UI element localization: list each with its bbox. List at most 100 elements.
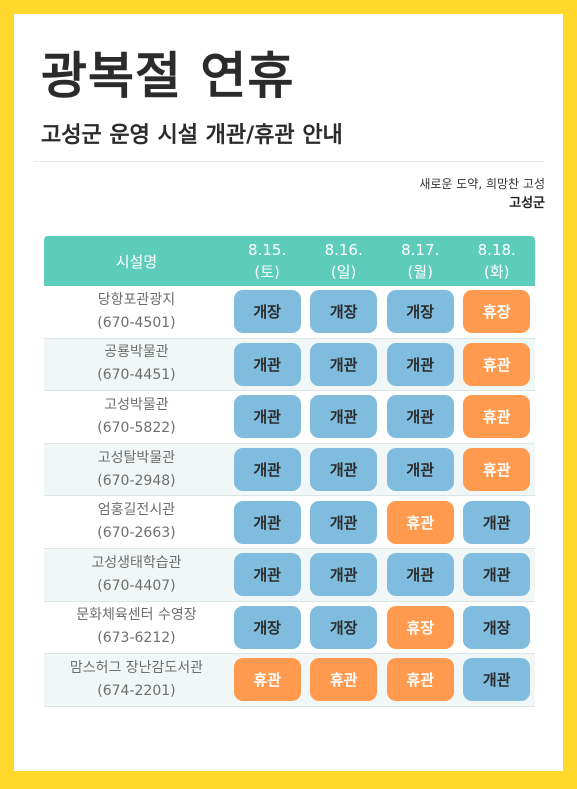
status-cell: 개관: [305, 553, 382, 597]
open-status-badge: 개관: [386, 448, 454, 492]
status-cell: 개관: [382, 448, 459, 492]
open-status-badge: 개장: [463, 605, 531, 649]
facility-phone: (670-4407): [97, 577, 176, 594]
table-row: 공룡박물관 (670-4451) 개관 개관 개관 휴관: [44, 338, 535, 392]
facility-info: 엄홍길전시관 (670-2663): [44, 499, 229, 545]
facility-info: 고성박물관 (670-5822): [44, 394, 229, 440]
facility-name: 공룡박물관: [104, 344, 169, 361]
closed-status-badge: 휴관: [463, 448, 531, 492]
facility-phone: (670-2663): [97, 525, 176, 542]
table-row: 당항포관광지 (670-4501) 개장 개장 개장 휴장: [44, 286, 535, 339]
status-cell: 휴관: [458, 395, 535, 439]
status-cell: 개관: [382, 395, 459, 439]
open-status-badge: 개장: [233, 290, 301, 334]
status-cell: 개관: [305, 395, 382, 439]
status-cell: 휴관: [458, 448, 535, 492]
status-cell: 휴관: [382, 500, 459, 544]
open-status-badge: 개장: [233, 605, 301, 649]
status-cell: 개관: [458, 500, 535, 544]
open-status-badge: 개관: [310, 395, 378, 439]
status-cell: 개관: [229, 395, 306, 439]
column-header-day: 8.18. (화): [458, 239, 535, 283]
open-status-badge: 개관: [463, 500, 531, 544]
status-cell: 개관: [229, 342, 306, 386]
day-date: 8.15.: [248, 241, 287, 259]
open-status-badge: 개관: [233, 500, 301, 544]
facility-info: 맘스허그 장난감도서관 (674-2201): [44, 657, 229, 703]
facility-name: 고성생태학습관: [91, 554, 182, 571]
status-cell: 개관: [305, 342, 382, 386]
column-header-day: 8.17. (월): [382, 239, 459, 283]
closed-status-badge: 휴관: [386, 658, 454, 702]
day-weekday: (토): [254, 263, 280, 281]
slogan: 새로운 도약, 희망찬 고성: [419, 177, 545, 191]
facility-phone: (670-4501): [97, 314, 176, 331]
closed-status-badge: 휴장: [386, 605, 454, 649]
open-status-badge: 개장: [310, 290, 378, 334]
open-status-badge: 개관: [463, 553, 531, 597]
facility-phone: (673-6212): [97, 630, 176, 647]
closed-status-badge: 휴장: [463, 290, 531, 334]
status-cell: 개장: [229, 605, 306, 649]
column-header-day: 8.16. (일): [305, 239, 382, 283]
open-status-badge: 개관: [386, 395, 454, 439]
status-cell: 개관: [458, 658, 535, 702]
status-cell: 개관: [229, 448, 306, 492]
closed-status-badge: 휴관: [310, 658, 378, 702]
day-date: 8.18.: [477, 241, 516, 259]
divider: [34, 161, 543, 162]
facility-info: 고성탈박물관 (670-2948): [44, 447, 229, 493]
day-date: 8.17.: [401, 241, 440, 259]
facility-phone: (670-2948): [97, 472, 176, 489]
facility-info: 문화체육센터 수영장 (673-6212): [44, 604, 229, 650]
table-row: 엄홍길전시관 (670-2663) 개관 개관 휴관 개관: [44, 496, 535, 549]
open-status-badge: 개관: [233, 342, 301, 386]
open-status-badge: 개관: [463, 658, 531, 702]
facility-info: 공룡박물관 (670-4451): [44, 341, 229, 387]
day-date: 8.16.: [324, 241, 363, 259]
status-cell: 개장: [305, 605, 382, 649]
open-status-badge: 개관: [233, 395, 301, 439]
organization-name: 고성군: [509, 196, 545, 211]
status-cell: 개장: [382, 290, 459, 334]
status-cell: 휴관: [305, 658, 382, 702]
facility-table: 시설명 8.15. (토) 8.16. (일) 8.17. (월) 8.18. …: [44, 236, 535, 707]
facility-name: 엄홍길전시관: [97, 502, 176, 519]
page-subtitle: 고성군 운영 시설 개관/휴관 안내: [41, 123, 343, 148]
status-cell: 개관: [458, 553, 535, 597]
page-title: 광복절 연휴: [41, 47, 295, 105]
closed-status-badge: 휴관: [463, 395, 531, 439]
status-cell: 휴관: [382, 658, 459, 702]
table-row: 맘스허그 장난감도서관 (674-2201) 휴관 휴관 휴관 개관: [44, 654, 535, 707]
status-cell: 휴관: [458, 342, 535, 386]
status-cell: 개관: [305, 500, 382, 544]
status-cell: 휴관: [229, 658, 306, 702]
day-weekday: (일): [330, 263, 357, 281]
open-status-badge: 개관: [233, 553, 301, 597]
facility-phone: (670-5822): [97, 419, 176, 436]
status-cell: 개관: [305, 448, 382, 492]
day-weekday: (화): [483, 263, 510, 281]
facility-phone: (670-4451): [97, 367, 176, 384]
facility-name: 맘스허그 장난감도서관: [69, 659, 204, 676]
open-status-badge: 개관: [386, 553, 454, 597]
facility-name: 문화체육센터 수영장: [76, 607, 197, 624]
status-cell: 개장: [229, 290, 306, 334]
table-body: 당항포관광지 (670-4501) 개장 개장 개장 휴장 공룡박물관 (670-4451) 개…: [44, 286, 535, 707]
day-weekday: (월): [407, 263, 433, 281]
table-row: 고성탈박물관 (670-2948) 개관 개관 개관 휴관: [44, 443, 535, 497]
facility-name: 고성탈박물관: [97, 449, 176, 466]
column-header-facility: 시설명: [115, 252, 158, 271]
closed-status-badge: 휴관: [386, 500, 454, 544]
status-cell: 개장: [458, 605, 535, 649]
table-row: 문화체육센터 수영장 (673-6212) 개장 개장 휴장 개장: [44, 602, 535, 655]
status-cell: 휴장: [382, 605, 459, 649]
closed-status-badge: 휴관: [463, 342, 531, 386]
notice-card: 광복절 연휴 고성군 운영 시설 개관/휴관 안내 새로운 도약, 희망찬 고성…: [14, 14, 563, 771]
status-cell: 개관: [229, 553, 306, 597]
open-status-badge: 개장: [310, 605, 378, 649]
status-cell: 개관: [229, 500, 306, 544]
table-header: 시설명 8.15. (토) 8.16. (일) 8.17. (월) 8.18. …: [44, 236, 535, 286]
open-status-badge: 개관: [386, 342, 454, 386]
facility-info: 당항포관광지 (670-4501): [44, 289, 229, 335]
